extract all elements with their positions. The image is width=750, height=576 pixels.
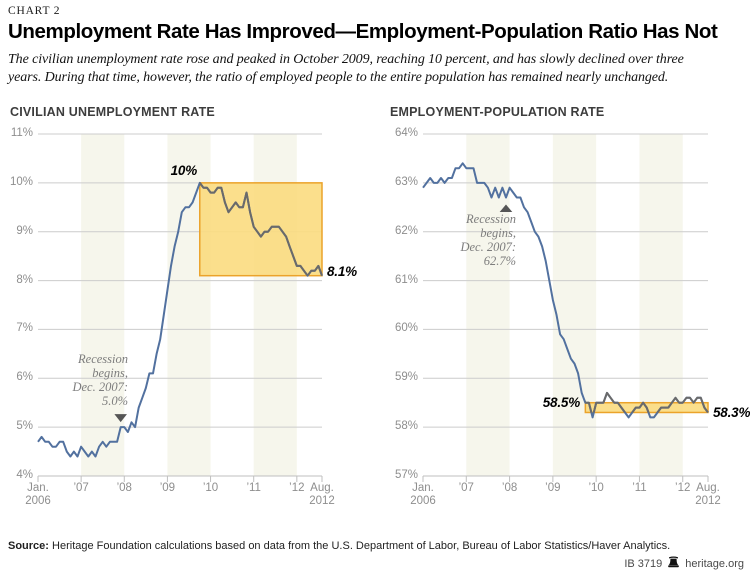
peak-value-label: 10% [170, 163, 198, 178]
y-tick-label: 61% [394, 273, 418, 286]
source-note: Source: Heritage Foundation calculations… [8, 540, 738, 552]
x-tick-label: ’10 [202, 482, 219, 494]
year-stripe [552, 134, 597, 476]
x-tick-label: ’10 [588, 482, 604, 494]
x-tick-label: ’11 [632, 482, 647, 494]
y-tick-label: 7% [16, 322, 33, 335]
y-tick-label: 8% [16, 273, 33, 286]
data-line-highlighted [585, 391, 709, 413]
highlight-region [199, 182, 323, 277]
x-tick-label: Aug. 2012 [695, 482, 721, 507]
year-stripe [466, 134, 510, 476]
x-tick-label: ’09 [545, 482, 561, 494]
annotation-line: Recession [466, 212, 516, 226]
band-start-value-label: 58.5% [542, 395, 580, 410]
y-tick-label: 6% [16, 371, 33, 384]
chart-number-label: CHART 2 [8, 5, 61, 17]
annotation-line: Recession [78, 352, 128, 366]
down-triangle [114, 414, 127, 423]
left-chart-title: CIVILIAN UNEMPLOYMENT RATE [10, 105, 215, 119]
y-tick-label: 60% [394, 322, 418, 335]
end-value-label-right: 58.3% [713, 405, 750, 420]
x-tick-label: ’08 [116, 482, 132, 494]
x-tick-label: Jan. 2006 [410, 482, 436, 507]
x-tick-label: ’07 [458, 482, 474, 494]
x-tick-label: Aug. 2012 [309, 482, 335, 507]
x-tick-label: ’12 [289, 482, 305, 494]
x-tick-label: ’08 [501, 482, 518, 494]
y-tick-label: 4% [16, 469, 33, 481]
annotation-line: Dec. 2007: [72, 380, 128, 394]
year-stripe [639, 134, 683, 476]
end-value-label-left: 8.1% [327, 264, 357, 279]
annotation-line: begins, [92, 366, 128, 380]
source-text: Heritage Foundation calculations based o… [48, 540, 671, 552]
y-tick-label: 59% [394, 371, 418, 384]
source-label: Source: [8, 540, 49, 552]
site-link[interactable]: heritage.org [685, 558, 744, 570]
y-tick-label: 9% [16, 224, 33, 237]
y-tick-label: 57% [394, 469, 418, 481]
annotation-line: 5.0% [101, 394, 128, 408]
x-tick-label: ’12 [675, 482, 691, 494]
right-chart-title: EMPLOYMENT-POPULATION RATE [390, 105, 605, 119]
y-tick-label: 63% [394, 175, 418, 188]
annotation-line: Dec. 2007: [460, 240, 516, 254]
x-tick-label: ’11 [246, 482, 261, 494]
annotation-line: 62.7% [483, 254, 516, 268]
year-stripe [81, 134, 125, 476]
y-tick-label: 11% [10, 127, 33, 139]
x-tick-label: ’07 [73, 482, 89, 494]
recession-annotation-left: Recession begins, Dec. 2007: 5.0% [72, 352, 128, 408]
y-tick-label: 64% [394, 127, 418, 139]
y-tick-label: 58% [394, 420, 418, 433]
footer-meta: IB 3719 heritage.org [624, 556, 744, 572]
report-id: IB 3719 [624, 558, 663, 570]
up-triangle [499, 204, 513, 213]
y-tick-label: 10% [9, 175, 33, 188]
recession-annotation-right: Recession begins, Dec. 2007: 62.7% [460, 212, 516, 268]
liberty-bell-icon [667, 556, 680, 572]
page-title: Unemployment Rate Has Improved—Employmen… [8, 20, 718, 43]
data-line-highlighted [199, 181, 323, 276]
x-tick-label: ’09 [159, 482, 176, 494]
y-tick-label: 5% [16, 420, 33, 433]
page-subtitle: The civilian unemployment rate rose and … [8, 52, 684, 85]
y-tick-label: 62% [394, 224, 418, 237]
annotation-line: begins, [480, 226, 516, 240]
x-tick-label: Jan. 2006 [25, 482, 51, 507]
